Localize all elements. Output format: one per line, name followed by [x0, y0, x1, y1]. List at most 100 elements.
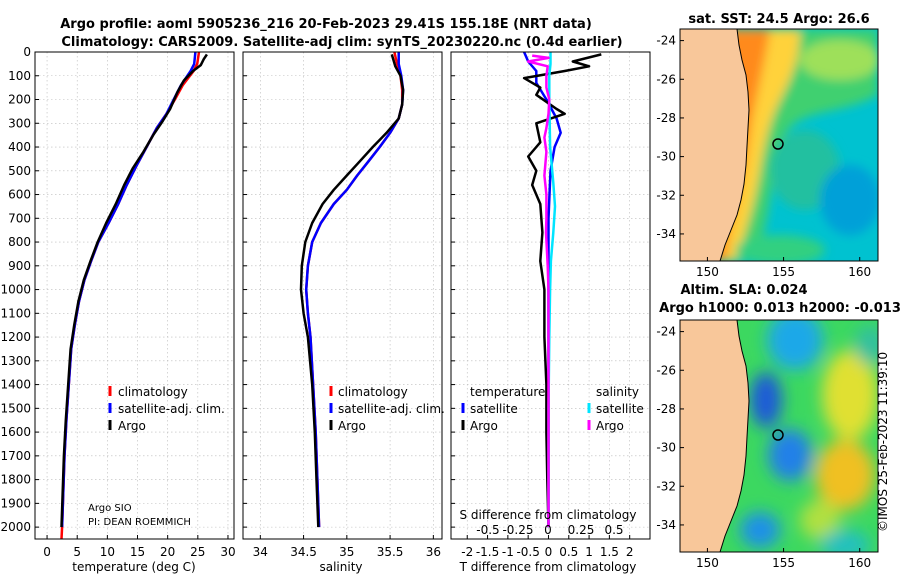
legend-s-satellite: satellite — [596, 402, 644, 416]
salinity-xlabel: salinity — [319, 560, 362, 574]
map-x-tick-label: 150 — [696, 556, 719, 570]
sla-map-title2: Argo h1000: 0.013 h2000: -0.013 — [659, 301, 900, 316]
sst-map: sat. SST: 24.5 Argo: 26.6 -24 -26 -28 -30 -3… — [656, 12, 879, 279]
map-x-tick-label: 150 — [696, 265, 719, 279]
x-tick-label: 35.5 — [377, 545, 404, 559]
legend-s-argo: Argo — [596, 419, 624, 433]
salinity-axes-frame — [242, 51, 443, 540]
map-y-tick-label: -28 — [656, 111, 676, 125]
top-tick-label: 0.25 — [568, 523, 595, 537]
salinity-grid — [243, 51, 442, 539]
difference-panel: -2 -1.5 -1 -0.5 0 0.5 1 1.5 2 T difference from … — [450, 51, 651, 574]
s-argo-diff-line — [526, 54, 551, 528]
y-tick-label: 0 — [23, 45, 31, 59]
climatology-line — [60, 51, 201, 540]
top-tick-label: -0.25 — [502, 523, 533, 537]
header-line2: Climatology: CARS2009. Satellite-adj cli… — [61, 35, 622, 50]
y-tick-label: 1200 — [0, 330, 31, 344]
credit-line1: Argo SIO — [88, 503, 132, 514]
argo-line — [299, 54, 405, 528]
legend-salinity-title: salinity — [596, 385, 639, 399]
x-tick-label: 34 — [253, 545, 268, 559]
temperature-ticks: 0100200300400500600700800900100011001200… — [0, 45, 235, 559]
x-tick-label: 10 — [100, 545, 115, 559]
sst-map-field — [680, 29, 878, 261]
temperature-axes-frame — [34, 51, 235, 540]
temperature-legend: climatology satellite-adj. clim. Argo — [108, 385, 225, 433]
legend-argo: Argo — [338, 419, 366, 433]
x-tick-label: 0 — [43, 545, 51, 559]
legend-climatology: climatology — [118, 385, 188, 399]
difference-xlabel: T difference from climatology — [459, 560, 637, 574]
salinity-lines — [299, 51, 405, 528]
top-tick-label: 0.5 — [604, 523, 623, 537]
map-x-tick-label: 160 — [848, 265, 871, 279]
sst-argo-marker — [772, 138, 784, 150]
map-y-tick-label: -24 — [656, 325, 676, 339]
y-tick-label: 100 — [8, 69, 31, 83]
x-tick-label: 1 — [585, 545, 593, 559]
map-x-tick-label: 155 — [772, 556, 795, 570]
argo-line — [60, 53, 208, 528]
x-tick-label: 36 — [426, 545, 441, 559]
x-tick-label: -0.5 — [516, 545, 539, 559]
map-x-tick-label: 155 — [772, 265, 795, 279]
x-tick-label: 0 — [545, 545, 553, 559]
legend-satellite: satellite-adj. clim. — [118, 402, 225, 416]
sla-map: Altim. SLA: 0.024 Argo h1000: 0.013 h200… — [656, 283, 900, 570]
x-tick-label: 20 — [160, 545, 175, 559]
sst-map-title: sat. SST: 24.5 Argo: 26.6 — [688, 12, 869, 27]
sla-map-ticks: -24 -26 -28 -30 -32 -34 150 155 160 — [656, 325, 871, 570]
y-tick-label: 1500 — [0, 401, 31, 415]
sst-map-ticks: -24 -26 -28 -30 -32 -34 150 155 160 — [656, 34, 871, 279]
y-tick-label: 200 — [8, 93, 31, 107]
y-tick-label: 800 — [8, 235, 31, 249]
sla-argo-marker — [772, 429, 784, 441]
satellite-clim-line — [304, 52, 405, 528]
y-tick-label: 1700 — [0, 449, 31, 463]
difference-top-ticks: -0.5 -0.25 0 0.25 0.5 — [476, 523, 623, 537]
x-tick-label: 15 — [130, 545, 145, 559]
map-y-tick-label: -30 — [656, 441, 676, 455]
timestamp: ©IMOS 25-Feb-2023 11:39:10 — [876, 351, 890, 532]
map-y-tick-label: -34 — [656, 518, 676, 532]
sla-map-frame — [679, 319, 879, 553]
legend-temperature-title: temperature — [470, 385, 545, 399]
y-tick-label: 500 — [8, 164, 31, 178]
x-tick-label: -1.5 — [476, 545, 499, 559]
x-tick-label: 1.5 — [600, 545, 619, 559]
map-y-tick-label: -32 — [656, 188, 676, 202]
credit-line2: PI: DEAN ROEMMICH — [88, 517, 191, 528]
map-y-tick-label: -30 — [656, 150, 676, 164]
difference-axes-frame — [450, 51, 651, 540]
salinity-ticks: 34 34.5 35 35.5 36 — [243, 51, 441, 559]
y-tick-label: 1900 — [0, 496, 31, 510]
y-tick-label: 1800 — [0, 473, 31, 487]
t-satellite-diff-line — [522, 51, 562, 528]
temperature-xlabel: temperature (deg C) — [72, 560, 195, 574]
sla-map-title1: Altim. SLA: 0.024 — [681, 283, 808, 298]
map-y-tick-label: -32 — [656, 479, 676, 493]
x-tick-label: 30 — [220, 545, 235, 559]
temperature-lines — [60, 51, 208, 540]
difference-top-label: S difference from climatology — [460, 508, 637, 522]
x-tick-label: 25 — [190, 545, 205, 559]
y-tick-label: 1000 — [0, 283, 31, 297]
y-tick-label: 700 — [8, 211, 31, 225]
legend-satellite: satellite-adj. clim. — [338, 402, 445, 416]
sst-map-frame — [679, 28, 879, 262]
x-tick-label: 35 — [339, 545, 354, 559]
y-tick-label: 600 — [8, 188, 31, 202]
sla-map-field — [680, 320, 878, 552]
map-y-tick-label: -34 — [656, 227, 676, 241]
x-tick-label: 5 — [73, 545, 81, 559]
temperature-panel: 0100200300400500600700800900100011001200… — [0, 45, 235, 574]
x-tick-label: 2 — [626, 545, 634, 559]
y-tick-label: 400 — [8, 140, 31, 154]
x-tick-label: -2 — [461, 545, 473, 559]
legend-t-satellite: satellite — [470, 402, 518, 416]
y-tick-label: 1400 — [0, 378, 31, 392]
map-y-tick-label: -26 — [656, 363, 676, 377]
legend-t-argo: Argo — [470, 419, 498, 433]
